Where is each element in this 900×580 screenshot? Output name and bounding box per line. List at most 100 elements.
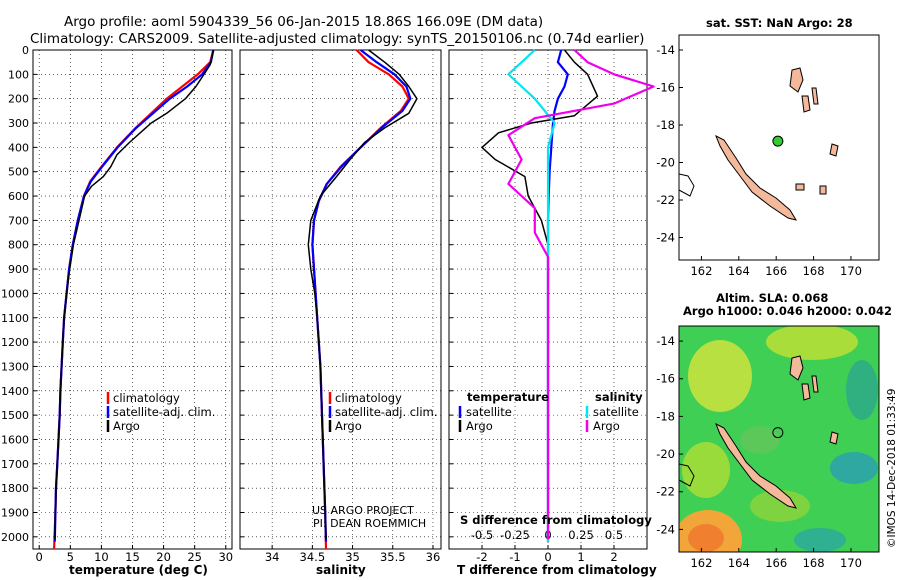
sla-map-title: Altim. SLA: 0.068	[716, 291, 828, 305]
salinity-profiles	[307, 49, 418, 550]
s-difference-xlabel: S difference from climatology	[460, 513, 652, 527]
sla-high-patch-core	[688, 524, 724, 552]
depth-tick-label: 500	[8, 166, 29, 179]
pi-label: PI: DEAN ROEMMICH	[313, 517, 426, 530]
x-tick-label: 5	[67, 550, 74, 564]
depth-tick-label: 100	[8, 68, 29, 81]
sst-map-panel: sat. SST: NaN Argo: 28 162 164 166 168 170 -1…	[656, 16, 880, 278]
lat-tick-label: -14	[656, 334, 675, 348]
x-tick-label: 20	[156, 550, 171, 564]
lon-tick-label: 168	[803, 556, 825, 570]
x-tick-label: 0	[36, 550, 43, 564]
temperature-tick-labels: 0 5 10 15 20 25 30	[36, 550, 234, 564]
x-tick-label: -1	[509, 550, 520, 564]
legend-salinity-title: salinity	[595, 390, 643, 404]
legend-climatology: climatology	[335, 391, 402, 405]
header-line1: Argo profile: aoml 5904339_56 06-Jan-201…	[64, 14, 543, 30]
lat-tick-label: -24	[656, 522, 675, 536]
series-line-s-argo	[507, 49, 655, 540]
vanuatu-island-shape	[811, 375, 819, 393]
salinity-legend: climatology satellite-adj. clim. Argo	[328, 391, 437, 433]
s-tick-label: 0.5	[605, 528, 623, 542]
legend-temperature-title: temperature	[467, 390, 549, 404]
sla-map-tick-labels: 162 164 166 168 170 -14 -16 -18 -20 -22 -24	[656, 334, 862, 570]
vanuatu-island-shape	[801, 383, 811, 401]
s-tick-label: 0.25	[568, 528, 594, 542]
lat-tick-label: -24	[656, 231, 675, 245]
depth-tick-label: 1100	[1, 312, 29, 325]
difference-profiles	[481, 49, 655, 542]
x-tick-label: -2	[476, 550, 487, 564]
depth-tick-label: 1700	[1, 458, 29, 471]
legend-t-satellite: satellite	[466, 405, 512, 419]
x-tick-label: 30	[218, 550, 233, 564]
vanuatu-island-shape	[789, 355, 804, 381]
depth-tick-label: 800	[8, 239, 29, 252]
salinity-xlabel: salinity	[316, 563, 366, 577]
sst-map-box	[678, 34, 880, 261]
x-tick-label: 10	[94, 550, 109, 564]
series-line-argo	[307, 49, 418, 540]
sla-patch	[766, 326, 858, 360]
sla-low-patch	[846, 360, 878, 420]
depth-tick-label: 1000	[1, 287, 29, 300]
salinity-grid	[240, 49, 441, 549]
x-tick-label: 25	[187, 550, 202, 564]
new-caledonia-shape	[715, 134, 798, 221]
depth-tick-label: 1300	[1, 360, 29, 373]
depth-tick-label: 0	[22, 44, 29, 57]
t-difference-xlabel: T difference from climatology	[457, 563, 657, 577]
depth-tick-labels: 0 100 200 300 400 500 600 700 800 900 1000 1100 1200…	[1, 44, 29, 544]
lon-tick-label: 170	[840, 264, 862, 278]
t-difference-tick-labels: -2 -1 0 1 2	[476, 550, 617, 564]
depth-tick-label: 1200	[1, 336, 29, 349]
s-difference-tick-labels: -0.5 -0.25 0 0.25 0.5	[471, 528, 623, 542]
lon-tick-label: 166	[765, 556, 787, 570]
argo-position-marker	[772, 427, 784, 439]
sla-patch	[688, 340, 752, 412]
series-line-argo	[54, 49, 215, 540]
temperature-grid	[33, 49, 232, 549]
depth-tick-label: 1500	[1, 409, 29, 422]
vanuatu-island-shape	[801, 95, 811, 113]
depth-tick-label: 400	[8, 141, 29, 154]
argo-position-marker	[772, 135, 784, 147]
legend-satellite: satellite-adj. clim.	[335, 405, 437, 419]
lon-tick-label: 168	[803, 264, 825, 278]
lat-tick-label: -16	[656, 372, 675, 386]
sst-map-land	[679, 67, 839, 221]
x-tick-label: 36	[426, 550, 441, 564]
s-tick-label: -0.25	[500, 528, 530, 542]
x-tick-label: 34.5	[300, 550, 326, 564]
sst-map-tick-labels: 162 164 166 168 170 -14 -16 -18 -20 -22 -24	[656, 43, 862, 278]
temperature-panel: 0100200300400500600700800900100011001200…	[1, 44, 233, 577]
sla-low-patch	[794, 528, 846, 552]
sla-map-field	[679, 326, 879, 552]
salinity-tick-labels: 34 34.5 35 35.5 36	[265, 550, 440, 564]
depth-tick-label: 1800	[1, 482, 29, 495]
sla-patch	[750, 490, 810, 522]
loyalty-island-shape	[829, 143, 839, 157]
depth-tick-label: 1600	[1, 433, 29, 446]
salinity-axes-box	[239, 49, 442, 550]
reef-outline-shape	[679, 173, 695, 197]
temperature-profiles	[53, 49, 215, 550]
x-tick-label: 35	[345, 550, 360, 564]
legend-t-argo: Argo	[466, 419, 493, 433]
header-line2: Climatology: CARS2009. Satellite-adjuste…	[30, 31, 644, 47]
loyalty-island-shape	[829, 431, 839, 445]
legend-argo: Argo	[335, 419, 362, 433]
sla-map-panel: Altim. SLA: 0.068 Argo h1000: 0.046 h200…	[656, 291, 892, 570]
depth-tick-label: 2000	[1, 531, 29, 544]
lon-tick-label: 170	[840, 556, 862, 570]
lat-tick-label: -18	[656, 409, 675, 423]
lat-tick-label: -18	[656, 118, 675, 132]
s-tick-label: -0.5	[471, 528, 493, 542]
lat-tick-label: -22	[656, 193, 675, 207]
difference-panel: -2 -1 0 1 2 -0.5 -0.25 0 0.25 0.5 T difference f…	[448, 49, 657, 577]
temperature-xlabel: temperature (deg C)	[69, 563, 208, 577]
x-tick-label: 1	[577, 550, 584, 564]
x-tick-label: 35.5	[380, 550, 406, 564]
depth-tick-label: 200	[8, 93, 29, 106]
